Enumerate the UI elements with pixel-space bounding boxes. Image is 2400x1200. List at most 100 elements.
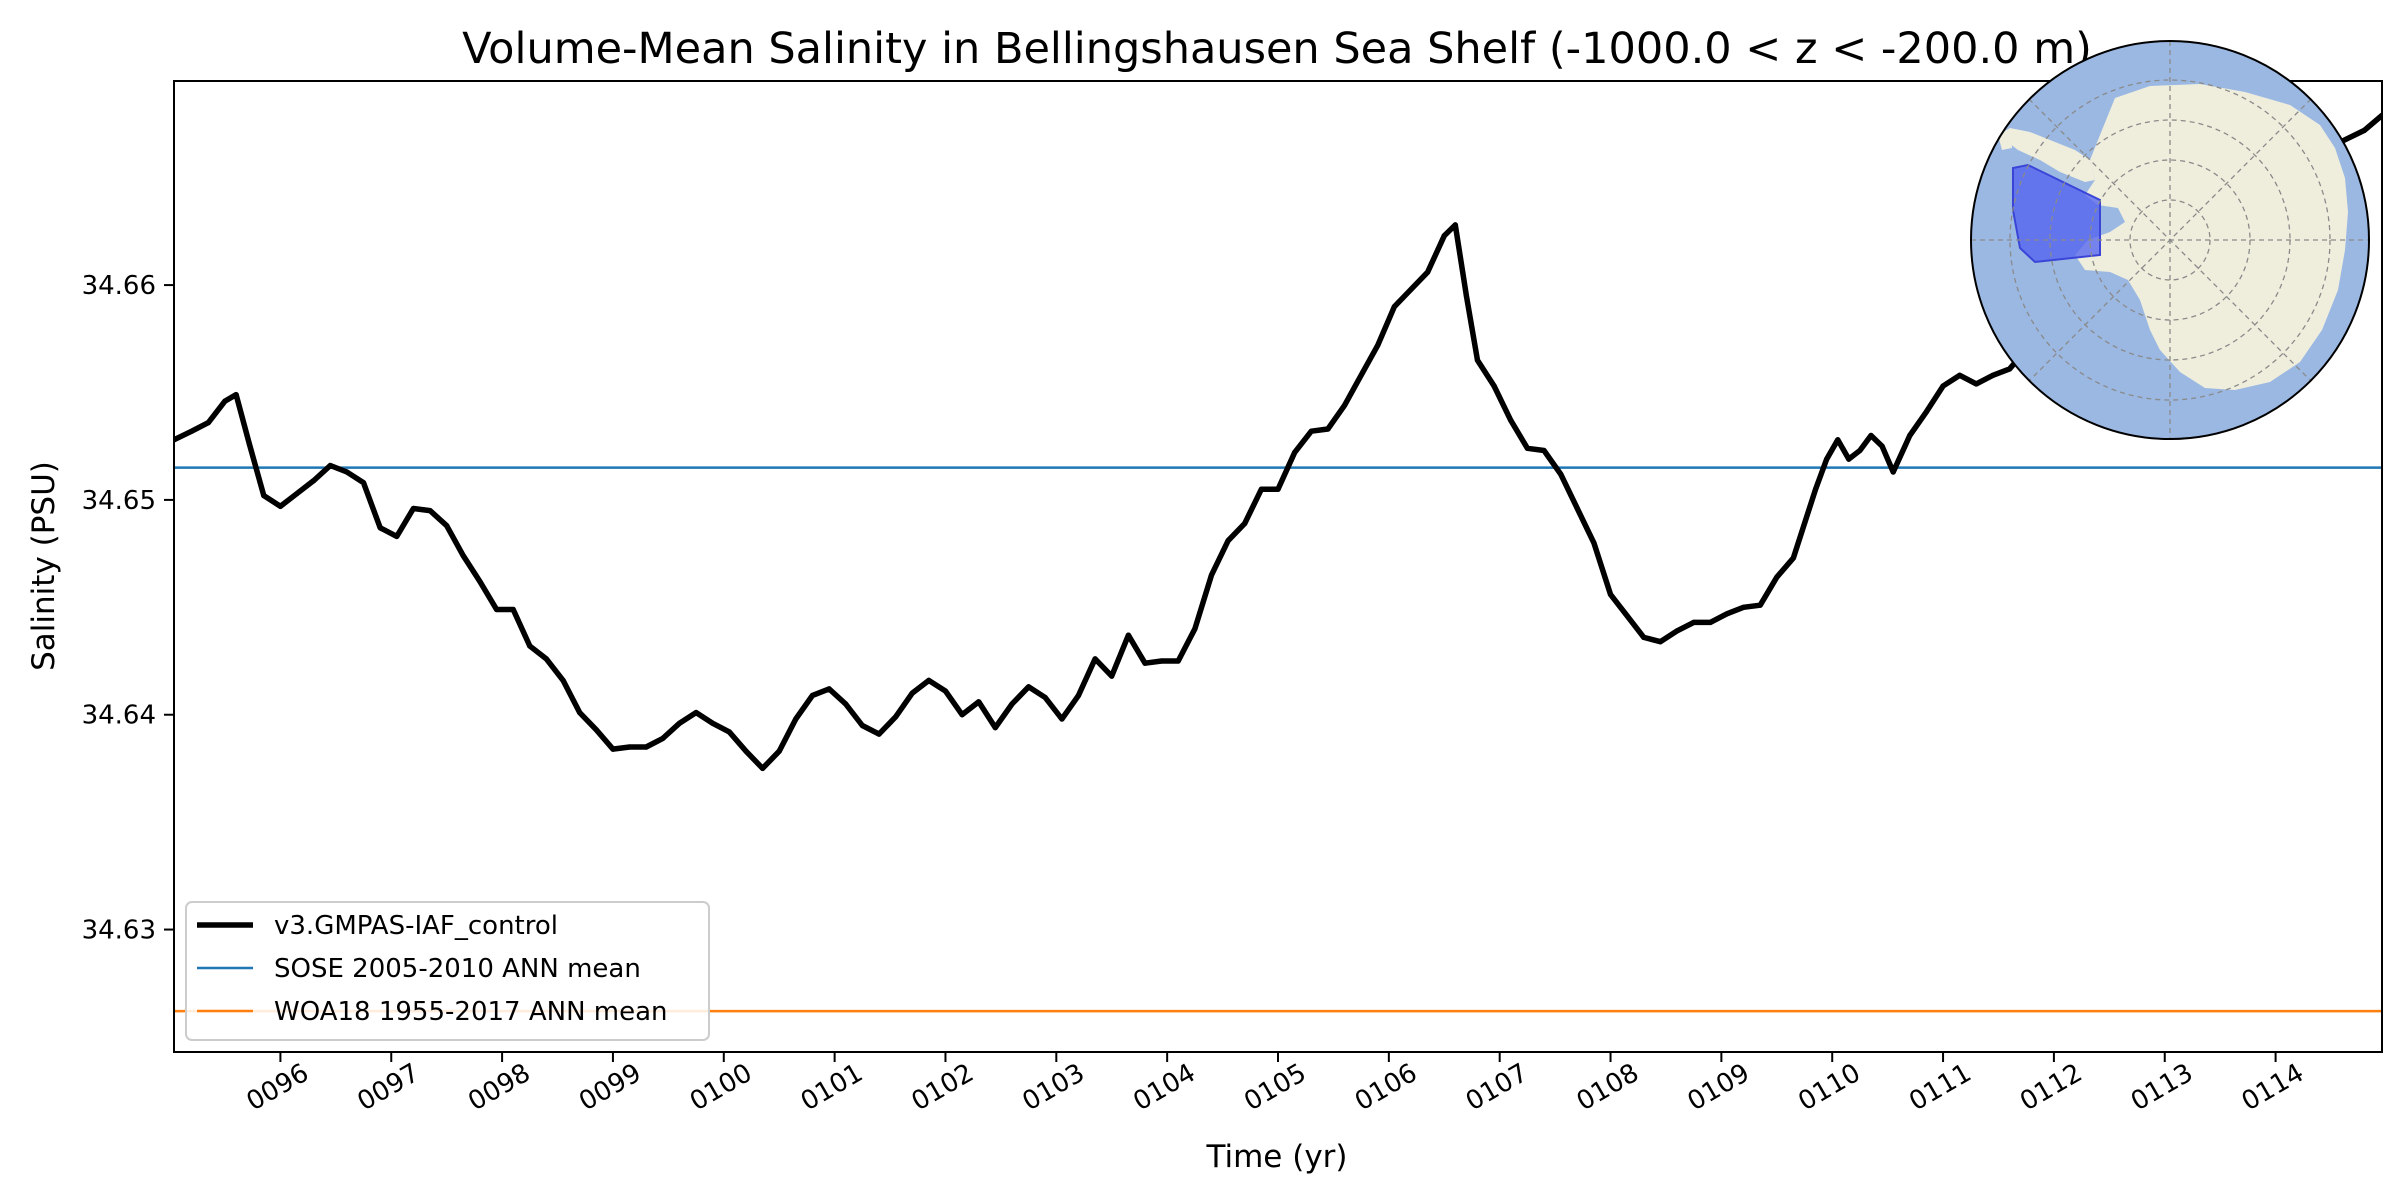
- x-tick-label: 0098: [463, 1058, 535, 1117]
- data-point: [976, 699, 982, 705]
- data-point: [1707, 619, 1713, 626]
- data-point: [2361, 127, 2367, 133]
- data-point: [510, 606, 516, 613]
- data-point: [261, 493, 267, 499]
- data-point: [1508, 417, 1514, 423]
- antarctic-peninsula: [2005, 128, 2095, 182]
- data-point: [942, 688, 949, 694]
- x-tick-label: 0112: [2015, 1058, 2087, 1117]
- data-point: [1452, 222, 1458, 228]
- data-point: [909, 690, 915, 696]
- data-point: [205, 420, 211, 426]
- data-point: [1857, 447, 1863, 454]
- y-tick-label: 34.63: [82, 916, 156, 946]
- data-point: [360, 480, 367, 486]
- data-point: [1009, 701, 1015, 707]
- x-tick-label: 0100: [685, 1058, 757, 1117]
- x-tick-label: 0114: [2237, 1058, 2309, 1117]
- data-point: [410, 505, 416, 512]
- data-point: [1846, 456, 1852, 462]
- data-point: [1541, 447, 1547, 454]
- data-point: [1341, 402, 1348, 408]
- data-point: [627, 744, 633, 750]
- data-point: [1957, 372, 1963, 378]
- x-tick-label: 0099: [574, 1058, 646, 1117]
- data-point: [1574, 505, 1580, 512]
- data-point: [726, 729, 732, 735]
- x-tick-label: 0109: [1683, 1058, 1755, 1117]
- data-point: [1159, 658, 1165, 664]
- data-point: [760, 765, 766, 772]
- y-axis-label: Salinity (PSU): [26, 461, 62, 671]
- data-point: [676, 720, 683, 726]
- data-point: [1990, 372, 1996, 378]
- data-point: [643, 744, 649, 750]
- data-point: [1890, 469, 1896, 475]
- data-point: [1641, 634, 1647, 641]
- data-point: [1474, 357, 1481, 363]
- x-tick-label: 0107: [1461, 1058, 1533, 1117]
- data-point: [1824, 456, 1830, 462]
- x-tick-label: 0102: [907, 1058, 979, 1117]
- x-tick-label: 0101: [796, 1058, 868, 1117]
- data-point: [1491, 383, 1497, 389]
- data-point: [1125, 632, 1131, 638]
- data-point: [1835, 437, 1841, 443]
- data-point: [1790, 555, 1796, 561]
- data-point: [222, 398, 228, 404]
- data-point: [1591, 540, 1597, 546]
- data-point: [693, 710, 699, 716]
- bellingshausen-region: [2012, 163, 2101, 264]
- data-point: [1691, 619, 1697, 626]
- data-point: [189, 428, 195, 434]
- data-point: [1175, 658, 1181, 664]
- data-point: [2007, 366, 2013, 372]
- data-point: [1801, 520, 1808, 527]
- x-axis-label: Time (yr): [1206, 1139, 1348, 1175]
- data-point: [1075, 692, 1082, 699]
- x-tick-label: 0106: [1350, 1058, 1422, 1117]
- antarctica-landmass: [2075, 84, 2348, 390]
- data-point: [527, 643, 533, 649]
- data-point: [893, 714, 899, 720]
- data-point: [427, 508, 433, 514]
- data-point: [1408, 286, 1414, 292]
- inset-graticule: [1971, 41, 2369, 439]
- data-point: [1026, 684, 1032, 690]
- data-point: [826, 686, 832, 692]
- data-point: [1923, 409, 1929, 415]
- data-point: [710, 720, 716, 726]
- legend-label-woa18: WOA18 1955-2017 ANN mean: [274, 997, 668, 1027]
- data-point: [1308, 428, 1314, 434]
- data-point: [776, 748, 782, 754]
- x-tick-label: 0108: [1572, 1058, 1644, 1117]
- y-tick-label: 34.64: [82, 701, 156, 731]
- data-point: [1059, 716, 1065, 722]
- data-point: [1740, 604, 1747, 610]
- data-point: [233, 392, 239, 398]
- data-point: [1042, 694, 1048, 701]
- data-point: [593, 727, 599, 733]
- y-tick-label: 34.66: [82, 271, 156, 301]
- data-point: [1275, 486, 1281, 492]
- data-point: [1225, 538, 1231, 544]
- data-point: [1907, 432, 1913, 439]
- data-point: [344, 469, 350, 475]
- x-tick-label: 0104: [1128, 1058, 1200, 1117]
- data-point: [1879, 443, 1885, 449]
- data-point: [1391, 304, 1397, 310]
- data-point: [793, 716, 799, 722]
- x-tick-label: 0097: [352, 1058, 424, 1117]
- data-point: [394, 533, 400, 540]
- data-point: [1607, 591, 1614, 598]
- data-point: [1940, 383, 1946, 389]
- x-tick-label: 0110: [1793, 1058, 1865, 1117]
- data-point: [494, 606, 500, 613]
- data-point: [959, 712, 965, 718]
- data-point: [543, 656, 550, 662]
- legend-label-v3-gmpas: v3.GMPAS-IAF_control: [274, 911, 558, 941]
- data-point: [1774, 574, 1780, 580]
- x-tick-label: 0113: [2126, 1058, 2198, 1117]
- y-tick-label: 34.65: [82, 486, 156, 516]
